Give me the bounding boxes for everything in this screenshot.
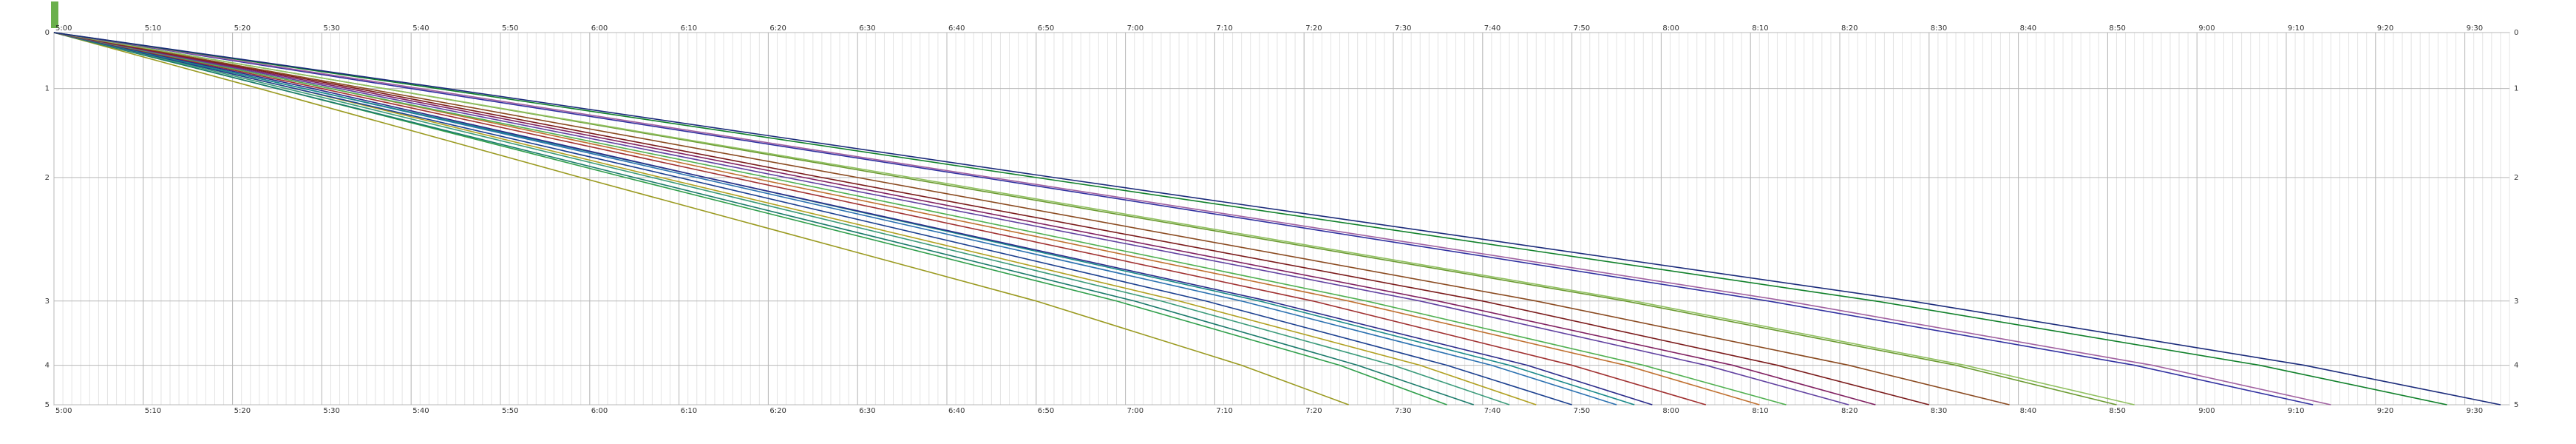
x-tick-label: 7:20: [1305, 24, 1322, 33]
train-line: [53, 32, 2010, 406]
x-tick-label: 6:30: [859, 407, 875, 415]
toolbar-icon: [51, 1, 58, 28]
y-tick-label: 1: [2514, 85, 2518, 93]
y-tick-label: 5: [2514, 401, 2518, 409]
x-tick-label: 5:20: [234, 24, 251, 33]
x-tick-label: 6:50: [1038, 407, 1054, 415]
x-tick-label: 6:30: [859, 24, 875, 33]
y-tick-label: 3: [45, 297, 50, 306]
x-tick-label: 9:20: [2377, 24, 2393, 33]
x-tick-label: 6:40: [948, 24, 965, 33]
y-tick-label: 4: [45, 362, 50, 370]
x-tick-label: 6:20: [769, 407, 786, 415]
x-tick-label: 7:10: [1216, 24, 1232, 33]
y-tick-label: 2: [2514, 174, 2518, 182]
x-tick-label: 9:10: [2288, 24, 2304, 33]
y-tick-label: 4: [2514, 362, 2518, 370]
y-tick-label: 3: [2514, 297, 2518, 306]
y-tick-label: 2: [45, 174, 50, 182]
x-tick-label: 8:40: [2020, 407, 2036, 415]
x-tick-label: 9:20: [2377, 407, 2393, 415]
plot-area: [53, 32, 2510, 406]
x-tick-label: 5:50: [502, 24, 518, 33]
x-tick-label: 5:30: [323, 407, 339, 415]
x-tick-label: 6:10: [681, 407, 697, 415]
x-tick-label: 8:10: [1752, 24, 1768, 33]
train-line: [53, 32, 1930, 406]
train-line: [53, 32, 1510, 406]
x-tick-label: 7:40: [1484, 407, 1501, 415]
x-tick-label: 8:50: [2109, 407, 2125, 415]
train-line: [53, 32, 1653, 406]
x-tick-label: 7:10: [1216, 407, 1232, 415]
x-tick-label: 6:10: [681, 24, 697, 33]
y-tick-label: 0: [2514, 29, 2518, 37]
x-tick-label: 5:00: [55, 24, 72, 33]
train-line: [53, 32, 2501, 406]
x-tick-label: 9:30: [2467, 24, 2483, 33]
x-tick-label: 6:00: [591, 24, 608, 33]
x-tick-label: 7:40: [1484, 24, 1501, 33]
x-tick-label: 8:30: [1931, 407, 1947, 415]
x-tick-label: 7:30: [1395, 407, 1411, 415]
train-line: [53, 32, 1635, 406]
x-tick-label: 9:00: [2198, 407, 2215, 415]
x-tick-label: 8:30: [1931, 24, 1947, 33]
x-tick-label: 8:40: [2020, 24, 2036, 33]
y-tick-label: 0: [45, 29, 50, 37]
x-tick-label: 5:00: [55, 407, 72, 415]
x-tick-label: 6:50: [1038, 24, 1054, 33]
y-tick-label: 1: [45, 85, 50, 93]
x-tick-label: 5:50: [502, 407, 518, 415]
x-tick-label: 8:20: [1841, 407, 1858, 415]
train-line: [53, 32, 1849, 406]
x-tick-label: 5:40: [412, 407, 429, 415]
x-tick-label: 7:20: [1305, 407, 1322, 415]
x-tick-label: 5:10: [145, 24, 161, 33]
x-tick-label: 7:30: [1395, 24, 1411, 33]
x-tick-label: 7:50: [1574, 24, 1590, 33]
train-line: [53, 32, 1707, 406]
x-tick-label: 6:20: [769, 24, 786, 33]
x-tick-label: 5:40: [412, 24, 429, 33]
train-line: [53, 32, 1787, 406]
train-line: [53, 32, 1572, 406]
x-tick-label: 7:00: [1127, 407, 1143, 415]
train-line: [53, 32, 1349, 406]
x-tick-label: 5:20: [234, 407, 251, 415]
x-tick-label: 8:10: [1752, 407, 1768, 415]
x-tick-label: 9:30: [2467, 407, 2483, 415]
x-tick-label: 6:40: [948, 407, 965, 415]
x-tick-label: 7:00: [1127, 24, 1143, 33]
x-tick-label: 8:20: [1841, 24, 1858, 33]
train-line: [53, 32, 2135, 406]
train-line: [53, 32, 2314, 406]
x-tick-label: 9:10: [2288, 407, 2304, 415]
y-tick-label: 5: [45, 401, 50, 409]
x-tick-label: 5:10: [145, 407, 161, 415]
x-tick-label: 5:30: [323, 24, 339, 33]
x-tick-label: 8:00: [1662, 24, 1679, 33]
train-line: [53, 32, 1474, 406]
x-tick-label: 8:50: [2109, 24, 2125, 33]
x-tick-label: 6:00: [591, 407, 608, 415]
train-line: [53, 32, 2447, 406]
x-tick-label: 8:00: [1662, 407, 1679, 415]
train-line: [53, 32, 1876, 406]
x-tick-label: 7:50: [1574, 407, 1590, 415]
x-tick-label: 9:00: [2198, 24, 2215, 33]
train-line: [53, 32, 2331, 406]
